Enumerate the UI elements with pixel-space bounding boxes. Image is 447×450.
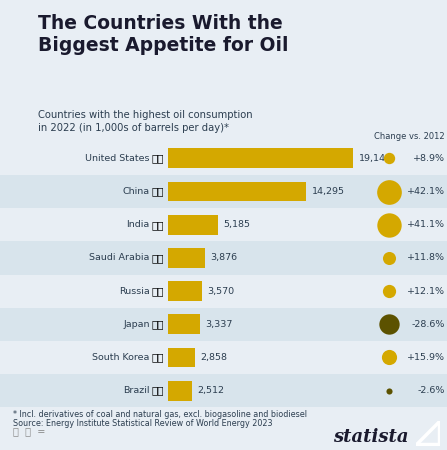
- Text: ⓒ  ⓘ  =: ⓒ ⓘ =: [13, 427, 46, 436]
- FancyBboxPatch shape: [168, 248, 205, 268]
- FancyBboxPatch shape: [0, 175, 447, 208]
- Text: Change vs. 2012: Change vs. 2012: [374, 132, 445, 141]
- Text: 2,858: 2,858: [201, 353, 228, 362]
- FancyBboxPatch shape: [0, 274, 447, 308]
- Text: statista: statista: [333, 428, 409, 446]
- Text: Russia: Russia: [119, 287, 150, 296]
- FancyBboxPatch shape: [168, 182, 306, 202]
- Point: [385, 354, 392, 361]
- FancyBboxPatch shape: [0, 308, 447, 341]
- Point: [385, 221, 392, 228]
- Text: Japan: Japan: [123, 320, 150, 329]
- FancyBboxPatch shape: [0, 208, 447, 241]
- Point: [385, 155, 392, 162]
- FancyBboxPatch shape: [0, 142, 447, 175]
- Text: +11.8%: +11.8%: [407, 253, 445, 262]
- Text: 5,185: 5,185: [223, 220, 250, 229]
- Text: +42.1%: +42.1%: [407, 187, 445, 196]
- FancyBboxPatch shape: [168, 314, 200, 334]
- Point: [385, 321, 392, 328]
- Text: +8.9%: +8.9%: [413, 154, 445, 163]
- Text: Saudi Arabia: Saudi Arabia: [89, 253, 150, 262]
- Text: Countries with the highest oil consumption
in 2022 (in 1,000s of barrels per day: Countries with the highest oil consumpti…: [38, 110, 253, 134]
- Text: 🇷🇺: 🇷🇺: [152, 286, 164, 296]
- Text: 🇺🇸: 🇺🇸: [152, 153, 164, 163]
- FancyBboxPatch shape: [0, 374, 447, 407]
- Text: 3,876: 3,876: [211, 253, 238, 262]
- Text: -2.6%: -2.6%: [417, 386, 445, 395]
- FancyBboxPatch shape: [0, 341, 447, 374]
- FancyBboxPatch shape: [168, 281, 202, 301]
- Text: United States: United States: [85, 154, 150, 163]
- Text: * Incl. derivatives of coal and natural gas, excl. biogasoline and biodiesel: * Incl. derivatives of coal and natural …: [13, 410, 308, 419]
- Text: The Countries With the: The Countries With the: [38, 14, 283, 33]
- FancyBboxPatch shape: [0, 241, 447, 274]
- FancyBboxPatch shape: [168, 148, 353, 168]
- Text: Brazil: Brazil: [123, 386, 150, 395]
- Text: 2,512: 2,512: [197, 386, 224, 395]
- Text: 19,140: 19,140: [358, 154, 392, 163]
- Text: 3,570: 3,570: [207, 287, 235, 296]
- FancyBboxPatch shape: [168, 215, 218, 235]
- Text: 🇮🇳: 🇮🇳: [152, 220, 164, 230]
- Text: 14,295: 14,295: [312, 187, 345, 196]
- Text: India: India: [127, 220, 150, 229]
- Text: 🇯🇵: 🇯🇵: [152, 320, 164, 329]
- Text: Biggest Appetite for Oil: Biggest Appetite for Oil: [38, 36, 288, 55]
- Point: [385, 288, 392, 295]
- Text: +12.1%: +12.1%: [407, 287, 445, 296]
- Text: 🇧🇷: 🇧🇷: [152, 386, 164, 396]
- FancyBboxPatch shape: [168, 347, 195, 367]
- Point: [385, 387, 392, 394]
- Text: China: China: [122, 187, 150, 196]
- Text: 🇨🇳: 🇨🇳: [152, 187, 164, 197]
- Text: +41.1%: +41.1%: [407, 220, 445, 229]
- Text: 🇰🇷: 🇰🇷: [152, 352, 164, 362]
- Text: -28.6%: -28.6%: [411, 320, 445, 329]
- Point: [385, 188, 392, 195]
- Text: South Korea: South Korea: [93, 353, 150, 362]
- Text: 3,337: 3,337: [205, 320, 233, 329]
- Text: 🇸🇦: 🇸🇦: [152, 253, 164, 263]
- Text: +15.9%: +15.9%: [407, 353, 445, 362]
- FancyBboxPatch shape: [168, 381, 192, 400]
- Point: [385, 254, 392, 261]
- Text: Source: Energy Institute Statistical Review of World Energy 2023: Source: Energy Institute Statistical Rev…: [13, 419, 273, 428]
